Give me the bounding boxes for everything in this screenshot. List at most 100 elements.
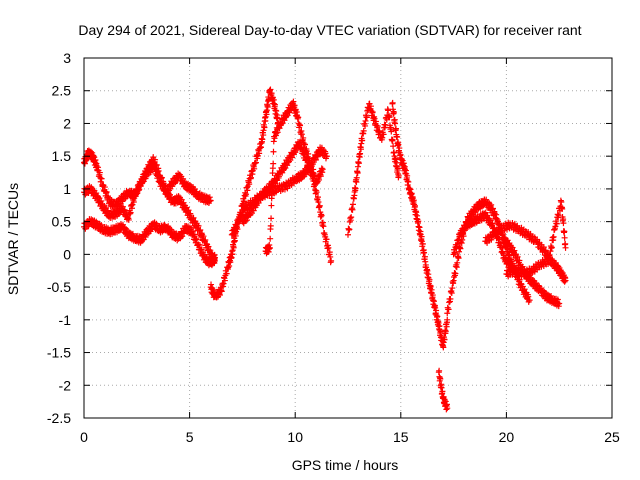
data-point xyxy=(273,130,280,137)
y-tick-label: 0 xyxy=(63,246,71,262)
data-point xyxy=(281,117,288,124)
data-point xyxy=(198,246,205,253)
data-point xyxy=(95,193,102,200)
data-point xyxy=(385,107,392,114)
data-point xyxy=(318,212,325,219)
data-point xyxy=(259,136,266,143)
x-tick-label: 10 xyxy=(287,429,303,445)
data-point xyxy=(187,210,194,217)
data-point xyxy=(489,205,496,212)
data-point xyxy=(252,159,259,166)
data-point xyxy=(404,172,411,179)
data-point xyxy=(390,109,397,116)
chart-title: Day 294 of 2021, Sidereal Day-to-day VTE… xyxy=(78,22,581,38)
data-point xyxy=(271,101,278,108)
data-point xyxy=(96,169,103,176)
series-sat-h xyxy=(345,100,402,238)
data-point xyxy=(362,122,369,129)
y-tick-label: 2 xyxy=(63,115,71,131)
data-point xyxy=(261,124,268,131)
data-point xyxy=(436,327,443,334)
data-point xyxy=(442,328,449,335)
data-point xyxy=(418,238,425,245)
data-point xyxy=(380,131,387,138)
data-point xyxy=(127,209,134,216)
data-point xyxy=(98,198,105,205)
data-point xyxy=(444,316,451,323)
data-point xyxy=(445,306,452,313)
data-point xyxy=(300,134,307,141)
data-point xyxy=(129,201,136,208)
data-point xyxy=(439,388,446,395)
data-point xyxy=(158,174,165,181)
data-point xyxy=(180,199,187,206)
data-point xyxy=(125,216,132,223)
y-tick-label: -2 xyxy=(59,377,72,393)
data-point xyxy=(376,128,383,135)
data-point xyxy=(358,140,365,147)
data-point xyxy=(488,236,495,243)
data-point xyxy=(320,223,327,230)
data-point xyxy=(311,171,318,178)
data-point xyxy=(267,235,274,242)
data-point xyxy=(263,107,270,114)
data-point xyxy=(279,169,286,176)
data-point xyxy=(231,237,238,244)
data-point xyxy=(503,255,510,262)
y-tick-label: 2.5 xyxy=(52,83,72,99)
data-point xyxy=(447,295,454,302)
data-point xyxy=(484,212,491,219)
data-point xyxy=(561,234,568,241)
data-point xyxy=(266,244,273,251)
data-point xyxy=(105,194,112,201)
data-point xyxy=(395,141,402,148)
y-tick-label: -1 xyxy=(59,312,72,328)
data-point xyxy=(230,244,237,251)
data-point xyxy=(260,127,267,134)
data-point xyxy=(415,218,422,225)
data-point xyxy=(247,174,254,181)
data-point xyxy=(352,185,359,192)
data-point xyxy=(90,153,97,160)
data-point xyxy=(559,205,566,212)
series-sat-c xyxy=(81,216,218,269)
data-point xyxy=(405,178,412,185)
data-point xyxy=(371,115,378,122)
data-point xyxy=(230,231,237,238)
series-sat-d xyxy=(207,86,282,301)
data-point xyxy=(369,109,376,116)
data-point xyxy=(315,199,322,205)
data-point xyxy=(562,277,569,284)
data-point xyxy=(392,125,399,132)
data-point xyxy=(276,173,283,180)
data-point xyxy=(103,188,110,195)
data-point xyxy=(455,255,462,262)
data-point xyxy=(360,127,367,134)
data-point xyxy=(389,99,396,106)
data-point xyxy=(540,244,547,251)
series-sat-g xyxy=(262,98,326,257)
data-point xyxy=(323,153,330,160)
data-point xyxy=(441,336,448,343)
data-point xyxy=(353,174,360,181)
series-sat-o xyxy=(503,197,569,280)
data-point xyxy=(185,207,192,214)
y-tick-label: 0.5 xyxy=(52,214,72,230)
data-point xyxy=(556,300,563,307)
data-point xyxy=(327,253,334,260)
data-point xyxy=(227,259,234,266)
data-point xyxy=(141,176,148,183)
data-point xyxy=(136,186,143,193)
data-point xyxy=(509,271,516,278)
data-point xyxy=(427,282,434,289)
data-point xyxy=(501,234,508,241)
data-point xyxy=(534,236,541,243)
data-point xyxy=(320,147,327,154)
data-point xyxy=(484,199,491,206)
data-point xyxy=(323,236,330,243)
data-point xyxy=(455,236,462,243)
data-point xyxy=(303,148,310,155)
series-sat-i xyxy=(389,99,451,351)
data-point xyxy=(357,150,364,157)
y-tick-label: -2.5 xyxy=(47,410,71,426)
